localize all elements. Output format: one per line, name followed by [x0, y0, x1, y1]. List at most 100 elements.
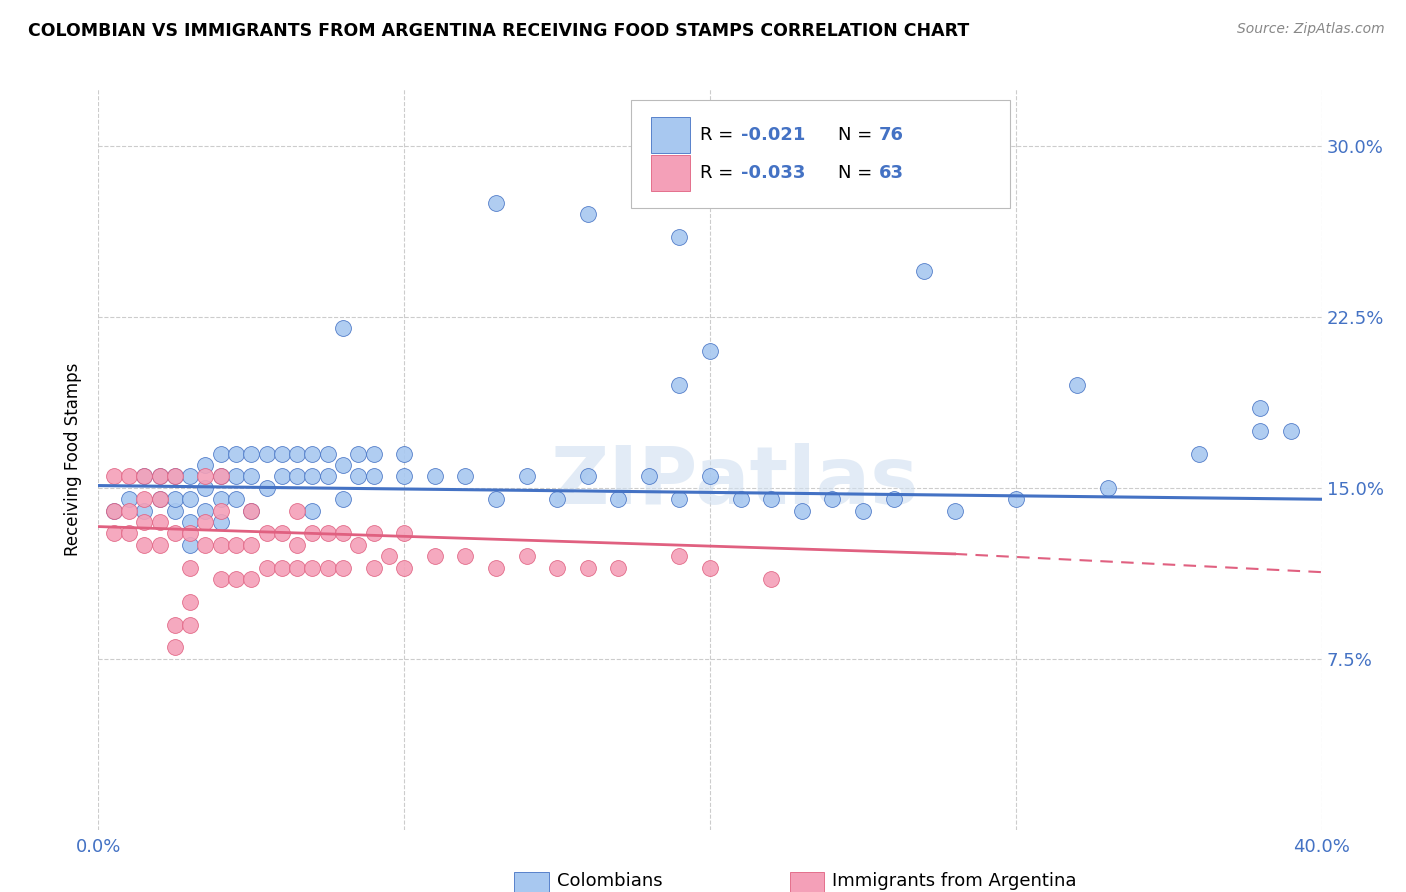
Point: [301, 503, 323, 517]
Point: [163, 469, 186, 483]
Point: [225, 538, 247, 552]
Point: [668, 230, 690, 244]
Point: [699, 344, 721, 359]
Point: [485, 196, 508, 211]
Point: [454, 469, 477, 483]
Point: [179, 560, 201, 574]
Point: [118, 492, 141, 507]
Bar: [515, 871, 548, 892]
Point: [821, 492, 844, 507]
Point: [194, 458, 217, 472]
Point: [149, 469, 172, 483]
Point: [194, 481, 217, 495]
Point: [240, 503, 263, 517]
Bar: [790, 871, 824, 892]
Point: [516, 549, 538, 564]
Text: COLOMBIAN VS IMMIGRANTS FROM ARGENTINA RECEIVING FOOD STAMPS CORRELATION CHART: COLOMBIAN VS IMMIGRANTS FROM ARGENTINA R…: [28, 22, 969, 40]
Point: [209, 503, 232, 517]
Point: [194, 538, 217, 552]
Point: [225, 447, 247, 461]
Point: [1097, 481, 1119, 495]
Point: [852, 503, 875, 517]
Point: [256, 481, 278, 495]
Point: [240, 503, 263, 517]
Point: [163, 469, 186, 483]
Text: Immigrants from Argentina: Immigrants from Argentina: [832, 872, 1077, 890]
Point: [790, 503, 813, 517]
Text: 76: 76: [879, 126, 904, 145]
Point: [332, 321, 354, 335]
Point: [149, 515, 172, 529]
Point: [240, 469, 263, 483]
Point: [225, 469, 247, 483]
Point: [270, 469, 292, 483]
Point: [607, 560, 630, 574]
Point: [285, 503, 308, 517]
Point: [316, 469, 339, 483]
Point: [194, 515, 217, 529]
Point: [163, 526, 186, 541]
Point: [285, 560, 308, 574]
Point: [912, 264, 935, 278]
Point: [270, 560, 292, 574]
Point: [485, 492, 508, 507]
Point: [209, 538, 232, 552]
Point: [103, 503, 125, 517]
Point: [301, 526, 323, 541]
Point: [392, 526, 416, 541]
Point: [285, 447, 308, 461]
Point: [209, 515, 232, 529]
Point: [209, 492, 232, 507]
Point: [270, 526, 292, 541]
Point: [943, 503, 966, 517]
Point: [179, 595, 201, 609]
Point: [149, 469, 172, 483]
Point: [256, 526, 278, 541]
Point: [103, 526, 125, 541]
Point: [118, 526, 141, 541]
Point: [134, 515, 156, 529]
Point: [179, 538, 201, 552]
FancyBboxPatch shape: [630, 100, 1010, 208]
Point: [363, 560, 385, 574]
Point: [118, 503, 141, 517]
Point: [285, 538, 308, 552]
Point: [883, 492, 905, 507]
Point: [134, 538, 156, 552]
Point: [668, 378, 690, 392]
Point: [423, 549, 446, 564]
Point: [134, 469, 156, 483]
Y-axis label: Receiving Food Stamps: Receiving Food Stamps: [65, 363, 83, 556]
Text: -0.033: -0.033: [741, 164, 806, 182]
Point: [240, 447, 263, 461]
Point: [759, 572, 782, 586]
Point: [363, 469, 385, 483]
Point: [332, 526, 354, 541]
Text: R =: R =: [700, 164, 740, 182]
Point: [576, 469, 599, 483]
Text: N =: N =: [838, 126, 879, 145]
Point: [256, 560, 278, 574]
Point: [347, 538, 370, 552]
Point: [378, 549, 401, 564]
Point: [316, 447, 339, 461]
Point: [347, 447, 370, 461]
Point: [607, 492, 630, 507]
Point: [134, 503, 156, 517]
Point: [699, 469, 721, 483]
Point: [103, 503, 125, 517]
Point: [103, 469, 125, 483]
Point: [1249, 401, 1271, 416]
Text: ZIPatlas: ZIPatlas: [550, 442, 918, 521]
Point: [301, 560, 323, 574]
Point: [179, 492, 201, 507]
Point: [730, 492, 752, 507]
Point: [179, 617, 201, 632]
Point: [546, 492, 568, 507]
Point: [637, 469, 661, 483]
Point: [576, 207, 599, 221]
Point: [134, 469, 156, 483]
Point: [363, 447, 385, 461]
Point: [209, 572, 232, 586]
Text: -0.021: -0.021: [741, 126, 806, 145]
